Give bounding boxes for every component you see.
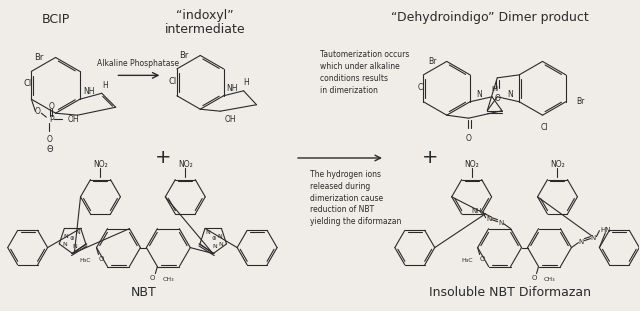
Text: N: N: [62, 242, 67, 247]
Text: ⊕: ⊕: [69, 236, 74, 241]
Text: N: N: [213, 244, 218, 249]
Text: Cl: Cl: [23, 79, 31, 88]
Text: NO₂: NO₂: [178, 160, 193, 169]
Text: O: O: [494, 94, 500, 103]
Text: N: N: [75, 230, 80, 235]
Text: NH: NH: [83, 87, 95, 96]
Text: P: P: [49, 115, 54, 124]
Text: Cl: Cl: [169, 77, 177, 86]
Text: N: N: [476, 90, 482, 99]
Text: N: N: [579, 239, 584, 245]
Text: H: H: [492, 86, 498, 92]
Text: H₃C: H₃C: [80, 258, 92, 262]
Text: NH: NH: [226, 84, 237, 93]
Text: Cl: Cl: [418, 83, 425, 92]
Text: O: O: [466, 134, 472, 143]
Text: intermediate: intermediate: [165, 23, 246, 35]
Text: ⊕: ⊕: [212, 236, 216, 241]
Text: CH₃: CH₃: [543, 276, 555, 281]
Text: Insoluble NBT Diformazan: Insoluble NBT Diformazan: [429, 286, 591, 299]
Text: Tautomerization occurs
which under alkaline
conditions results
in dimerization: Tautomerization occurs which under alkal…: [320, 50, 410, 95]
Text: NO₂: NO₂: [93, 160, 108, 169]
Text: N: N: [206, 230, 211, 235]
Text: N: N: [218, 234, 223, 239]
Text: O: O: [531, 275, 536, 281]
Text: N: N: [63, 234, 68, 239]
Text: H: H: [492, 86, 497, 92]
Text: BCIP: BCIP: [42, 13, 70, 26]
Text: +: +: [155, 148, 172, 168]
Text: “Dehydroindigo” Dimer product: “Dehydroindigo” Dimer product: [391, 11, 589, 24]
Text: Cl: Cl: [541, 123, 548, 132]
Text: O: O: [150, 275, 156, 281]
Text: +: +: [422, 148, 438, 168]
Text: O: O: [47, 135, 52, 144]
Text: H₃C: H₃C: [461, 258, 473, 262]
Text: Θ: Θ: [46, 145, 52, 154]
Text: Br: Br: [179, 51, 188, 60]
Text: O: O: [35, 107, 40, 116]
Text: H: H: [102, 81, 108, 90]
Text: Br: Br: [34, 53, 44, 62]
Text: NO₂: NO₂: [464, 160, 479, 169]
Text: O: O: [49, 102, 54, 111]
Text: OH: OH: [224, 115, 236, 124]
Text: OH: OH: [67, 115, 79, 124]
Text: N: N: [72, 244, 77, 249]
Text: O: O: [99, 256, 104, 262]
Text: N: N: [486, 216, 492, 222]
Text: H: H: [244, 78, 250, 87]
Text: Br: Br: [428, 57, 436, 66]
Text: CH₃: CH₃: [163, 276, 174, 281]
Text: NO₂: NO₂: [550, 160, 565, 169]
Text: “indoxyl”: “indoxyl”: [177, 9, 234, 22]
Text: N: N: [591, 234, 596, 241]
Text: N: N: [219, 242, 223, 247]
Text: NBT: NBT: [131, 286, 156, 299]
Text: NH: NH: [472, 208, 482, 214]
Text: Alkaline Phosphatase: Alkaline Phosphatase: [97, 59, 179, 68]
Text: Br: Br: [576, 97, 584, 106]
Text: HN: HN: [600, 227, 611, 233]
Text: N: N: [498, 220, 503, 226]
Text: The hydrogen ions
released during
dimerization cause
reduction of NBT
yielding t: The hydrogen ions released during dimeri…: [310, 170, 401, 226]
Text: O: O: [479, 256, 485, 262]
Text: N: N: [508, 90, 513, 99]
